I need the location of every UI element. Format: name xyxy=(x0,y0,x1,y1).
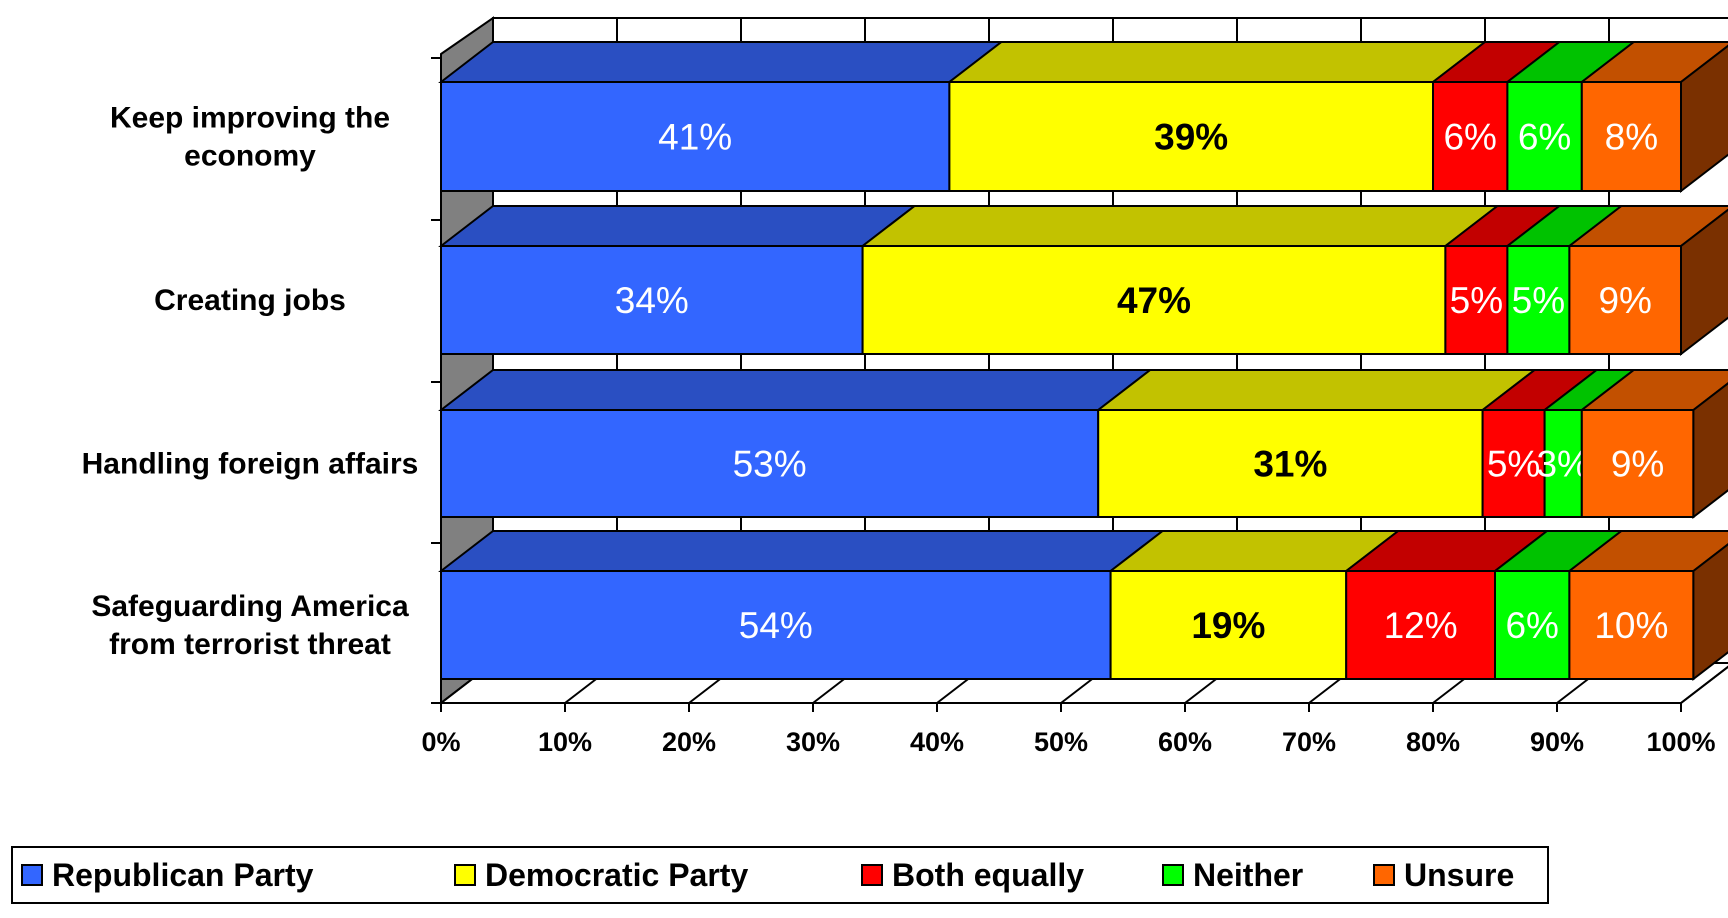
data-label: 10% xyxy=(1594,605,1668,646)
bar-side-face xyxy=(1680,44,1728,194)
x-tick-label: 60% xyxy=(1158,727,1212,757)
bar-top-face xyxy=(438,530,1166,572)
x-tick-label: 70% xyxy=(1282,727,1336,757)
data-label: 6% xyxy=(1518,117,1571,158)
bar-segment xyxy=(1580,81,1683,192)
floor-gridline xyxy=(1680,665,1728,704)
bar-side-face xyxy=(1692,543,1728,682)
legend-swatch xyxy=(1373,864,1395,886)
data-label: 54% xyxy=(739,605,813,646)
legend-label: Republican Party xyxy=(52,857,314,893)
x-tick-label: 0% xyxy=(421,727,460,757)
category-label: Keep improving the xyxy=(110,102,390,135)
data-label: 5% xyxy=(1512,280,1565,321)
legend-swatch xyxy=(21,864,43,886)
legend-label: Unsure xyxy=(1404,857,1514,893)
x-tick-label: 50% xyxy=(1034,727,1088,757)
data-label: 8% xyxy=(1605,117,1658,158)
category-label: Safeguarding America xyxy=(91,590,409,623)
bar-segment xyxy=(440,409,1100,518)
legend-label: Neither xyxy=(1193,857,1303,893)
bar-top-face xyxy=(438,369,1154,411)
legend-swatch xyxy=(454,864,476,886)
legend-swatch xyxy=(1162,864,1184,886)
legend-box xyxy=(11,846,1549,904)
legend-label: Both equally xyxy=(892,857,1084,893)
bar-segment xyxy=(1097,409,1484,518)
bar-segment xyxy=(948,81,1435,192)
data-label: 5% xyxy=(1487,444,1540,485)
legend-swatch xyxy=(861,864,883,886)
x-tick-label: 90% xyxy=(1530,727,1584,757)
data-label: 9% xyxy=(1611,444,1664,485)
x-tick-label: 100% xyxy=(1646,727,1715,757)
data-label: 39% xyxy=(1154,117,1228,158)
bar-segment xyxy=(861,245,1447,355)
bar-segment xyxy=(1444,245,1509,355)
category-label: economy xyxy=(184,140,316,173)
bar-segment xyxy=(1506,245,1571,355)
data-label: 53% xyxy=(733,444,807,485)
bar-segment xyxy=(440,245,864,355)
x-tick-label: 40% xyxy=(910,727,964,757)
bar-top-face xyxy=(859,205,1501,247)
bar-segment xyxy=(440,570,1112,680)
data-label: 5% xyxy=(1450,280,1503,321)
bar-top-face xyxy=(946,41,1488,83)
data-label: 34% xyxy=(615,280,689,321)
data-label: 9% xyxy=(1598,280,1651,321)
data-label: 31% xyxy=(1253,444,1327,485)
category-label: Creating jobs xyxy=(154,284,346,317)
bar-segment xyxy=(1506,81,1583,192)
category-label: from terrorist threat xyxy=(109,628,391,661)
category-label: Handling foreign affairs xyxy=(82,448,419,481)
bar-side-face xyxy=(1692,382,1728,520)
data-label: 47% xyxy=(1117,280,1191,321)
data-label: 6% xyxy=(1505,605,1558,646)
bar-top-face xyxy=(438,205,918,247)
x-tick-label: 20% xyxy=(662,727,716,757)
bar-segment xyxy=(1481,409,1546,518)
bar-top-face xyxy=(438,41,1005,83)
data-label: 19% xyxy=(1191,605,1265,646)
data-label: 12% xyxy=(1384,605,1458,646)
data-label: 41% xyxy=(658,117,732,158)
legend-label: Democratic Party xyxy=(485,857,748,893)
bar-side-face xyxy=(1680,208,1728,357)
x-tick-label: 80% xyxy=(1406,727,1460,757)
bar-segment xyxy=(1580,409,1695,518)
bar-segment xyxy=(1568,570,1695,680)
x-tick-label: 30% xyxy=(786,727,840,757)
x-tick-label: 10% xyxy=(538,727,592,757)
bar-top-face xyxy=(1095,369,1538,411)
bar-segment xyxy=(1494,570,1571,680)
data-label: 6% xyxy=(1443,117,1496,158)
